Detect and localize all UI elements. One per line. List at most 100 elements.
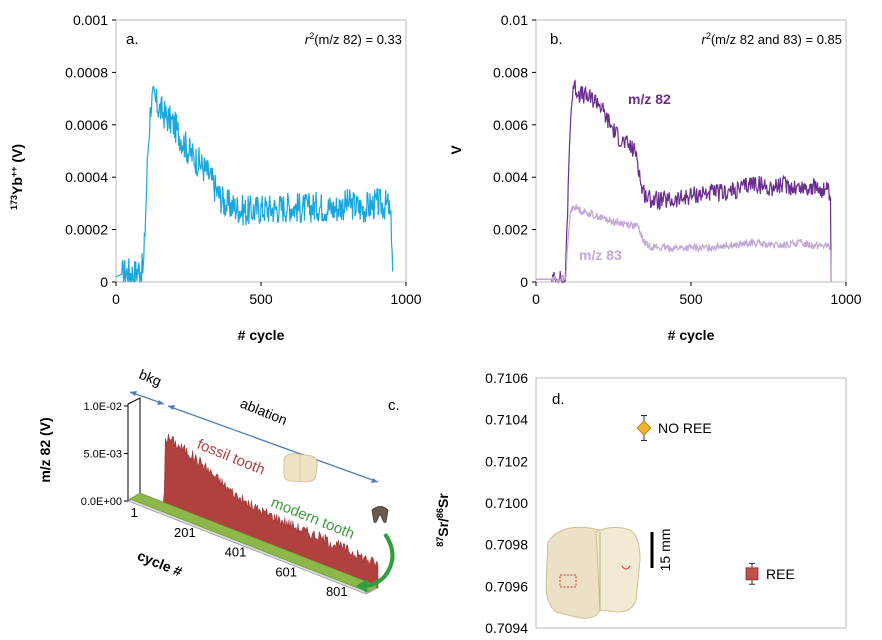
d-point-label: NO REE <box>658 420 712 436</box>
panel-c-ablation-arrowhead-left <box>168 405 175 410</box>
panel-c-ablation-label: ablation <box>238 395 289 428</box>
panel-d-scale-label: 15 mm <box>657 529 673 572</box>
panel-b-x-axis-label: # cycle <box>668 327 715 343</box>
panel-a: a. r2(m/z 82) = 0.33 0 0.0002 0.0004 0.0006… <box>9 12 422 343</box>
d-point-ree <box>745 567 759 581</box>
panel-b-r2-text: (m/z 82 and 83) = 0.85 <box>711 32 842 47</box>
panel-a-ylabel-unit: (V) <box>9 144 25 167</box>
y-tick-label: 0.0008 <box>65 64 108 80</box>
panel-b-series-label-mz82: m/z 82 <box>628 91 671 107</box>
c-area-modern-tooth <box>129 492 379 593</box>
panel-d-y-axis-label: 87Sr/86Sr <box>435 493 451 547</box>
x-tick-label: 0 <box>532 291 540 307</box>
panel-d-tooth-photo <box>545 526 641 619</box>
y-tick-label: 0.01 <box>501 12 528 28</box>
y-tick-label: 0.0004 <box>65 169 108 185</box>
panel-c-curved-arrowhead <box>356 579 368 593</box>
panel-b-y-ticks: 0 0.002 0.004 0.006 0.008 0.01 <box>493 12 536 290</box>
y-tick-label: 0.002 <box>493 222 528 238</box>
d-point-label: REE <box>766 566 795 582</box>
x-tick-label: 0 <box>112 291 120 307</box>
d-y-tick-label: 0.7104 <box>485 412 528 428</box>
series-line-m-z-83 <box>536 204 832 284</box>
d-y-tick-label: 0.7106 <box>485 370 528 386</box>
x-tick-label: 500 <box>679 291 703 307</box>
panel-c-y-ticks: 0.0E+00 5.0E-03 1.0E-02 <box>81 401 128 508</box>
x-tick-label: 500 <box>249 291 273 307</box>
panel-d-ylabel-mid: Sr/ <box>435 518 451 537</box>
panel-c-series <box>129 433 379 593</box>
x-tick-label: 1000 <box>390 291 421 307</box>
y-tick-label: 0.0002 <box>65 222 108 238</box>
c-y-tick-label: 1.0E-02 <box>83 401 122 413</box>
panel-d-sample-mark <box>621 565 631 570</box>
panel-a-letter: a. <box>126 31 139 48</box>
panel-a-x-ticks: 0 500 1000 <box>112 282 422 307</box>
panel-a-ylabel-charge: ++ <box>9 167 19 178</box>
d-point-no-ree <box>636 420 652 436</box>
panel-d-sample-area-box <box>559 574 577 588</box>
panel-a-r2-text: (m/z 82) = 0.33 <box>314 32 402 47</box>
panel-c-x-ticks: 1 201 401 601 801 <box>131 505 348 599</box>
panel-b-x-ticks: 0 500 1000 <box>532 282 862 307</box>
x-tick-label: 1000 <box>830 291 861 307</box>
y-tick-label: 0.004 <box>493 169 528 185</box>
panel-d-y-ticks: 0.7094 0.7096 0.7098 0.7100 0.7102 0.7104 0.71… <box>485 370 528 636</box>
panel-b-plot-frame <box>535 19 847 283</box>
panel-a-y-ticks: 0 0.0002 0.0004 0.0006 0.0008 0.001 <box>65 12 116 290</box>
panel-c-curved-arrow <box>361 532 395 588</box>
panel-c-bkg-arrowhead-right <box>157 400 164 405</box>
c-y-tick-label: 5.0E-03 <box>83 449 122 461</box>
panel-b-r-symbol: r <box>701 32 706 47</box>
panel-c-fossil-tooth-photo <box>283 453 318 483</box>
y-tick-label: 0.001 <box>73 12 108 28</box>
panel-a-ylabel-element: Yb <box>9 177 25 195</box>
panel-b-series-label-mz83: m/z 83 <box>579 247 622 263</box>
panel-c-y-axis-label: m/z 82 (V) <box>37 417 53 482</box>
panel-b-r2-annotation: r2(m/z 82 and 83) = 0.85 <box>701 31 842 47</box>
panel-c-back-wall <box>127 397 141 502</box>
panel-a-series <box>115 85 394 283</box>
c-area-fossil-tooth <box>139 433 379 589</box>
panel-c-ablation-arrowhead-right <box>371 478 378 483</box>
panel-d: d. 0.70940.70960.70980.71000.71020.71040… <box>435 370 847 636</box>
panel-d-letter: d. <box>552 391 565 408</box>
panel-c-bkg-label: bkg <box>137 366 164 389</box>
d-y-tick-label: 0.7102 <box>485 453 528 469</box>
panel-d-ylabel-sup1: 87 <box>435 537 445 547</box>
panel-c-letter: c. <box>388 397 400 414</box>
panel-a-r-symbol: r <box>305 32 310 47</box>
panel-c-modern-tooth-icon <box>371 506 389 523</box>
c-x-tick-label: 601 <box>275 564 297 579</box>
panel-a-y-axis-label: 173Yb++ (V) <box>9 144 25 210</box>
panel-b-y-axis-label: V <box>448 145 464 155</box>
panel-d-plot-frame <box>535 377 847 629</box>
panel-c: 0.0E+00 5.0E-03 1.0E-02 1 201 401 601 801 m/z … <box>37 366 400 599</box>
c-x-tick-label: 201 <box>174 525 196 540</box>
panel-a-r2-superscript: 2 <box>309 31 314 41</box>
d-y-tick-label: 0.7094 <box>485 620 528 636</box>
panel-a-x-axis-label: # cycle <box>238 327 285 343</box>
panel-c-x-axis-label: cycle # <box>135 547 185 579</box>
d-y-tick-label: 0.7098 <box>485 537 528 553</box>
panel-a-r2-annotation: r2(m/z 82) = 0.33 <box>305 31 402 47</box>
panel-d-ylabel-sup2: 86 <box>435 508 445 518</box>
panel-c-ablation-arrow <box>167 405 379 483</box>
c-y-tick-label: 0.0E+00 <box>81 496 122 508</box>
panel-c-bkg-arrowhead-left <box>130 391 137 396</box>
d-y-tick-label: 0.7096 <box>485 578 528 594</box>
y-tick-label: 0 <box>520 274 528 290</box>
c-x-tick-label: 1 <box>131 505 138 520</box>
y-tick-label: 0.0006 <box>65 117 108 133</box>
y-tick-label: 0.006 <box>493 117 528 133</box>
y-tick-label: 0.008 <box>493 64 528 80</box>
panel-d-points: NO REE REE <box>636 415 795 585</box>
panel-a-ylabel-isotope: 173 <box>9 195 19 210</box>
panel-a-plot-frame <box>115 19 407 283</box>
series-line-m-z-82 <box>536 79 832 284</box>
panel-b: b. r2(m/z 82 and 83) = 0.85 00.0020.0040… <box>448 12 862 343</box>
d-y-tick-label: 0.7100 <box>485 495 528 511</box>
series-line-signal <box>115 85 394 283</box>
c-x-tick-label: 801 <box>326 584 348 599</box>
